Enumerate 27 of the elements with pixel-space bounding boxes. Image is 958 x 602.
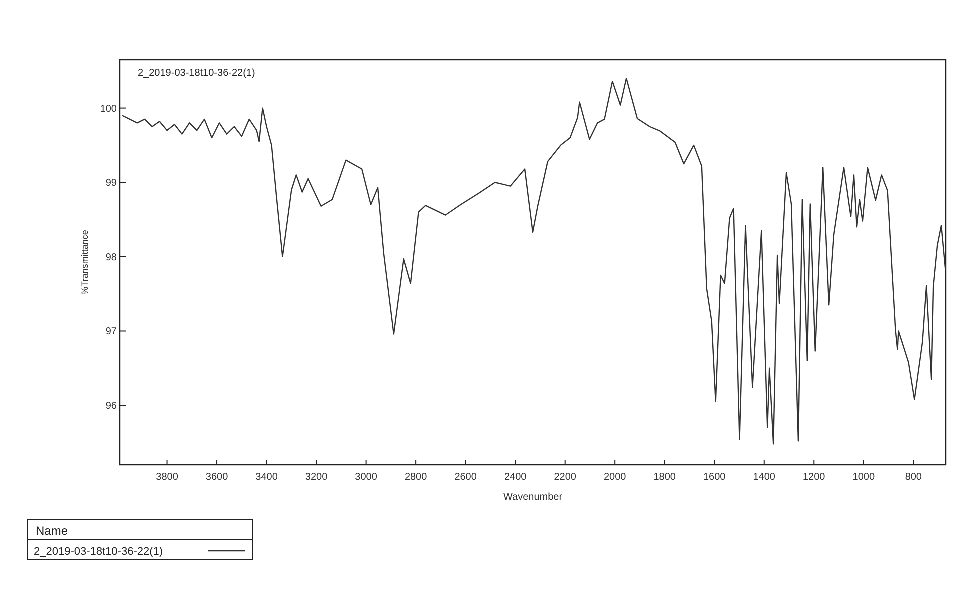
x-tick-label: 2200: [554, 472, 577, 483]
x-tick-label: 1600: [703, 472, 726, 483]
x-tick-label: 1200: [803, 472, 826, 483]
x-tick-label: 2800: [404, 472, 428, 483]
x-tick-label: 2600: [454, 472, 478, 483]
x-tick-label: 3800: [156, 472, 179, 483]
x-tick-label: 3600: [206, 472, 229, 483]
y-tick-label: 99: [106, 178, 118, 190]
x-tick-label: 800: [905, 472, 922, 483]
y-tick-label: 97: [106, 326, 118, 338]
x-tick-label: 1000: [852, 472, 876, 483]
x-tick-label: 2400: [504, 472, 528, 483]
x-tick-label: 2000: [604, 472, 627, 483]
y-tick-label: 100: [100, 104, 118, 115]
x-tick-label: 1400: [753, 472, 776, 483]
y-axis-title: %Transmittance: [80, 230, 90, 295]
y-tick-label: 98: [106, 252, 118, 264]
x-tick-label: 1800: [654, 472, 676, 483]
legend-title: Name: [36, 524, 68, 538]
line-series: [122, 78, 946, 445]
y-tick-label: 96: [106, 401, 118, 412]
text: 2_2019-03-18t10-36-22(1): [138, 68, 256, 79]
x-tick-label: 3200: [305, 472, 328, 483]
x-tick-label: 3400: [256, 472, 278, 483]
x-tick-label: 3000: [355, 472, 378, 483]
x-axis-title: Wavenumber: [503, 492, 564, 503]
text: 2_2019-03-18t10-36-22(1): [34, 546, 164, 558]
